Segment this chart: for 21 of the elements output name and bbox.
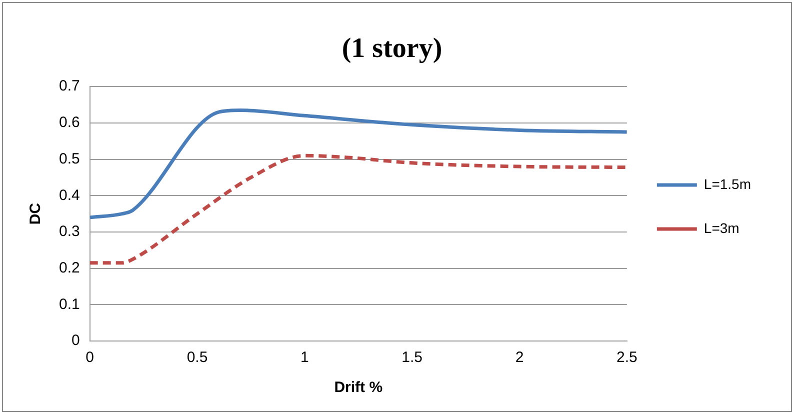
y-tick-label: 0.4 [58,186,80,204]
y-tick-label: 0.3 [58,223,80,240]
y-tick-label: 0.2 [58,259,80,276]
x-tick-label: 2 [515,349,524,366]
x-tick-label: 1.5 [402,349,423,366]
x-tick-label: 2.5 [616,349,638,366]
y-tick-label: 0 [72,332,80,350]
chart-title: (1 story) [342,33,442,64]
y-tick-label: 0.5 [58,150,80,168]
x-tick-label: 0 [86,349,94,366]
line-series [90,108,627,220]
legend-label: L=1.5m [704,176,752,192]
x-tick-label: 0.5 [186,349,208,366]
y-tick-label: 0.6 [58,114,80,132]
legend-label: L=3m [704,220,740,236]
x-tick-label: 1 [300,349,309,366]
line-series [90,154,627,265]
y-tick-label: 0.1 [58,296,80,313]
x-axis-title: Drift % [334,379,383,396]
y-tick-label: 0.7 [58,78,80,95]
y-axis-title: DC [27,202,44,225]
